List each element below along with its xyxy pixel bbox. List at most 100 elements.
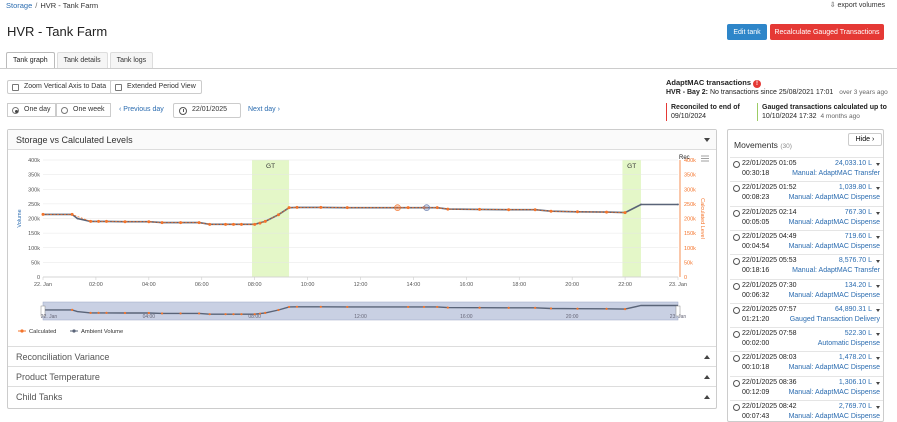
calculated-point[interactable] [97, 219, 101, 223]
navigator-left-handle[interactable] [40, 305, 46, 317]
movement-row[interactable]: 22/01/2025 05:53 00:18:16 8,576.70 L Manual… [730, 254, 883, 277]
movement-row[interactable]: 22/01/2025 07:57 01:21:20 64,890.31 L Gauge… [730, 302, 883, 326]
ambient-point[interactable] [76, 217, 79, 220]
chevron-down-icon[interactable] [876, 357, 880, 361]
calculated-point[interactable] [345, 206, 349, 210]
calculated-point[interactable] [197, 221, 201, 225]
chevron-down-icon[interactable] [876, 381, 880, 385]
calculated-point[interactable] [147, 220, 151, 224]
movement-amount[interactable]: 64,890.31 L [835, 305, 872, 313]
breadcrumb-storage-link[interactable]: Storage [6, 1, 33, 10]
calculated-point[interactable] [232, 222, 235, 226]
reconciliation-variance-section[interactable]: Reconciliation Variance [8, 346, 716, 366]
calculated-point[interactable] [70, 212, 74, 216]
calculated-point[interactable] [295, 205, 299, 209]
calculated-point[interactable] [422, 206, 426, 210]
zoom-vertical-checkbox[interactable]: Zoom Vertical Axis to Data [7, 80, 113, 94]
calculated-point[interactable] [533, 208, 537, 212]
chevron-down-icon[interactable] [876, 284, 880, 288]
legend-marker[interactable] [20, 329, 24, 333]
movement-amount[interactable]: 719.60 L [844, 232, 872, 240]
chevron-down-icon[interactable] [876, 308, 880, 312]
calculated-point[interactable] [224, 222, 228, 226]
storage-chart[interactable]: GT GT 0 50k 100k 150k 200k 250k 300k 350k 400k 0 50k… [8, 150, 716, 342]
legend-label[interactable]: Ambient Volume [81, 329, 123, 335]
storage-levels-header[interactable]: Storage vs Calculated Levels [8, 130, 716, 150]
calculated-point[interactable] [435, 206, 439, 210]
chevron-down-icon[interactable] [876, 235, 880, 239]
previous-day-link[interactable]: ‹ Previous day [119, 106, 164, 113]
legend-marker[interactable] [72, 329, 76, 333]
movement-row[interactable]: 22/01/2025 08:36 00:12:09 1,306.10 L Manual… [730, 375, 883, 399]
calculated-point[interactable] [406, 206, 410, 210]
movement-amount[interactable]: 8,576.70 L [838, 257, 872, 265]
movement-amount[interactable]: 2,769.70 L [838, 403, 872, 410]
ambient-point[interactable] [677, 203, 679, 206]
one-day-radio[interactable]: One day [7, 103, 57, 117]
movement-amount[interactable]: 1,306.10 L [838, 378, 872, 386]
legend-label[interactable]: Calculated [29, 329, 56, 335]
movement-amount[interactable]: 24,033.10 L [835, 160, 872, 167]
calculated-point[interactable] [575, 210, 579, 214]
movement-row[interactable]: 22/01/2025 01:52 00:08:23 1,039.80 L Manual… [730, 181, 883, 204]
movement-amount[interactable]: 767.30 L [844, 208, 872, 216]
child-tanks-section[interactable]: Child Tanks [8, 386, 716, 406]
navigator-point [232, 313, 235, 316]
movement-row[interactable]: 22/01/2025 04:49 00:04:54 719.60 L Manual: … [730, 229, 883, 253]
next-day-link[interactable]: Next day › [248, 106, 280, 113]
chevron-down-icon[interactable] [876, 211, 880, 215]
chevron-down-icon[interactable] [876, 406, 880, 409]
calculated-point[interactable] [239, 222, 243, 226]
recalculate-gauged-button[interactable]: Recalculate Gauged Transactions [770, 24, 884, 40]
highlight-point[interactable] [423, 204, 430, 211]
calculated-point[interactable] [105, 219, 108, 223]
calculated-point[interactable] [549, 209, 553, 213]
edit-tank-button[interactable]: Edit tank [727, 24, 767, 40]
navigator-right-handle[interactable] [675, 305, 681, 317]
chevron-down-icon[interactable] [876, 187, 880, 191]
movement-amount[interactable]: 1,478.20 L [838, 354, 872, 362]
calculated-point[interactable] [446, 207, 450, 211]
navigator-point [507, 306, 510, 309]
tab-tank-graph[interactable]: Tank graph [6, 52, 55, 68]
calculated-point[interactable] [179, 221, 183, 225]
calculated-point[interactable] [623, 211, 627, 215]
chevron-down-icon[interactable] [876, 333, 880, 337]
one-week-radio[interactable]: One week [56, 103, 111, 117]
movement-row[interactable]: 22/01/2025 01:05 00:30:18 24,033.10 L Manua… [730, 157, 883, 180]
movement-row[interactable]: 22/01/2025 08:42 00:07:43 2,769.70 L Manual… [730, 400, 883, 421]
movement-amount[interactable]: 1,039.80 L [838, 184, 872, 192]
calculated-point[interactable] [507, 208, 511, 212]
movement-row[interactable]: 22/01/2025 08:03 00:10:18 1,478.20 L Manual… [730, 351, 883, 374]
calculated-point[interactable] [208, 222, 212, 226]
product-temperature-section[interactable]: Product Temperature [8, 366, 716, 386]
calculated-point[interactable] [253, 222, 257, 226]
date-input[interactable]: 22/01/2025 [173, 103, 241, 118]
movement-amount[interactable]: 134.20 L [844, 281, 872, 289]
highlight-point[interactable] [394, 204, 401, 211]
calculated-point[interactable] [478, 207, 482, 211]
calculated-point[interactable] [41, 212, 45, 216]
movement-row[interactable]: 22/01/2025 07:30 00:06:32 134.20 L Manual: … [730, 278, 883, 302]
export-volumes-link[interactable]: ⇩ export volumes [830, 1, 885, 9]
calculated-point[interactable] [605, 210, 609, 214]
extended-period-checkbox[interactable]: Extended Period View [110, 80, 202, 94]
calculated-point[interactable] [276, 213, 280, 217]
calculated-point[interactable] [263, 219, 267, 223]
calculated-point[interactable] [258, 221, 262, 225]
ambient-point[interactable] [640, 203, 642, 206]
movement-row[interactable]: 22/01/2025 07:58 00:02:00 522.30 L Automati… [730, 327, 883, 350]
movement-row[interactable]: 22/01/2025 02:14 00:05:05 767.30 L Manual: … [730, 205, 883, 229]
tab-tank-details[interactable]: Tank details [56, 52, 108, 68]
calculated-point[interactable] [287, 206, 291, 210]
calculated-point[interactable] [123, 220, 127, 224]
calculated-point[interactable] [160, 221, 164, 225]
calculated-point[interactable] [319, 205, 323, 209]
chevron-down-icon[interactable] [876, 163, 880, 166]
chevron-down-icon[interactable] [876, 260, 880, 264]
zoom-vertical-label: Zoom Vertical Axis to Data [24, 83, 107, 90]
calculated-point[interactable] [89, 219, 93, 223]
movement-amount[interactable]: 522.30 L [844, 330, 872, 338]
hide-movements-button[interactable]: Hide › [848, 133, 882, 146]
tab-tank-logs[interactable]: Tank logs [109, 52, 154, 68]
